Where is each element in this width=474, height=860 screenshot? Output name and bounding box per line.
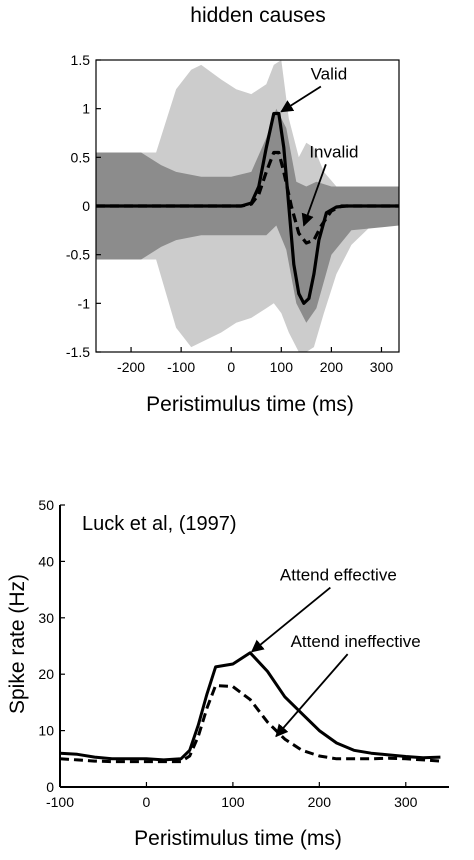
x-tick-label: 300 [370, 359, 394, 375]
annotations: Attend effective Attend ineffective [250, 566, 421, 738]
annotation-arrow [301, 164, 327, 227]
series-line-attend-effective [59, 651, 441, 762]
x-tick-label: 300 [394, 794, 418, 810]
series-lines [59, 651, 441, 764]
y-tick-label: 0 [46, 779, 54, 795]
x-tick-label: 100 [270, 359, 294, 375]
x-axis: -200 -100 0 100 200 300 [117, 347, 393, 375]
x-tick-label: -100 [46, 794, 74, 810]
y-tick-label: 30 [38, 610, 54, 626]
series-line-valid [96, 111, 399, 305]
x-axis-title: Peristimulus time (ms) [146, 393, 354, 416]
confidence-bands [96, 60, 399, 352]
x-tick-label: 200 [320, 359, 344, 375]
y-axis-title: Spike rate (Hz) [6, 574, 29, 714]
y-tick-label: 1.5 [71, 52, 91, 68]
annotation-arrow [275, 653, 349, 738]
x-tick-label: 100 [221, 794, 245, 810]
y-axis: 0 10 20 30 40 50 [38, 497, 65, 795]
x-tick-label: -100 [167, 359, 195, 375]
y-tick-label: -1.5 [66, 344, 90, 360]
x-tick-label: 0 [227, 359, 235, 375]
x-tick-label: 200 [308, 794, 332, 810]
chart-title: hidden causes [190, 4, 325, 27]
series-line-attend-ineffective [59, 684, 441, 764]
y-tick-label: -0.5 [66, 247, 90, 263]
annotation-arrow [280, 85, 322, 113]
x-axis: -100 0 100 200 300 [46, 782, 418, 810]
y-tick-label: 50 [38, 497, 54, 513]
hidden-causes-chart: hidden causes 1.5 1 0.5 0 -0.5 -1 -1.5 -200 -10… [66, 4, 400, 416]
y-tick-label: 1 [82, 101, 90, 117]
series-line-invalid [96, 150, 399, 245]
annotations: Valid Invalid [280, 64, 358, 227]
inner-band [96, 108, 399, 323]
y-tick-label: 0 [82, 198, 90, 214]
y-tick-label: 40 [38, 553, 54, 569]
annotation-label: Attend effective [280, 566, 397, 585]
y-tick-label: -1 [78, 295, 91, 311]
annotation-label: Valid [311, 64, 348, 83]
annotation-label: Invalid [309, 142, 358, 161]
y-axis: 1.5 1 0.5 0 -0.5 -1 -1.5 [66, 52, 101, 360]
annotation-arrow [250, 586, 331, 653]
y-tick-label: 10 [38, 723, 54, 739]
y-tick-label: 20 [38, 666, 54, 682]
annotation-label: Attend ineffective [291, 632, 421, 651]
x-axis-title: Peristimulus time (ms) [134, 827, 342, 850]
x-tick-label: -200 [117, 359, 145, 375]
x-tick-label: 0 [143, 794, 151, 810]
citation-label: Luck et al, (1997) [82, 513, 237, 535]
series-lines [96, 111, 399, 305]
y-tick-label: 0.5 [71, 149, 91, 165]
